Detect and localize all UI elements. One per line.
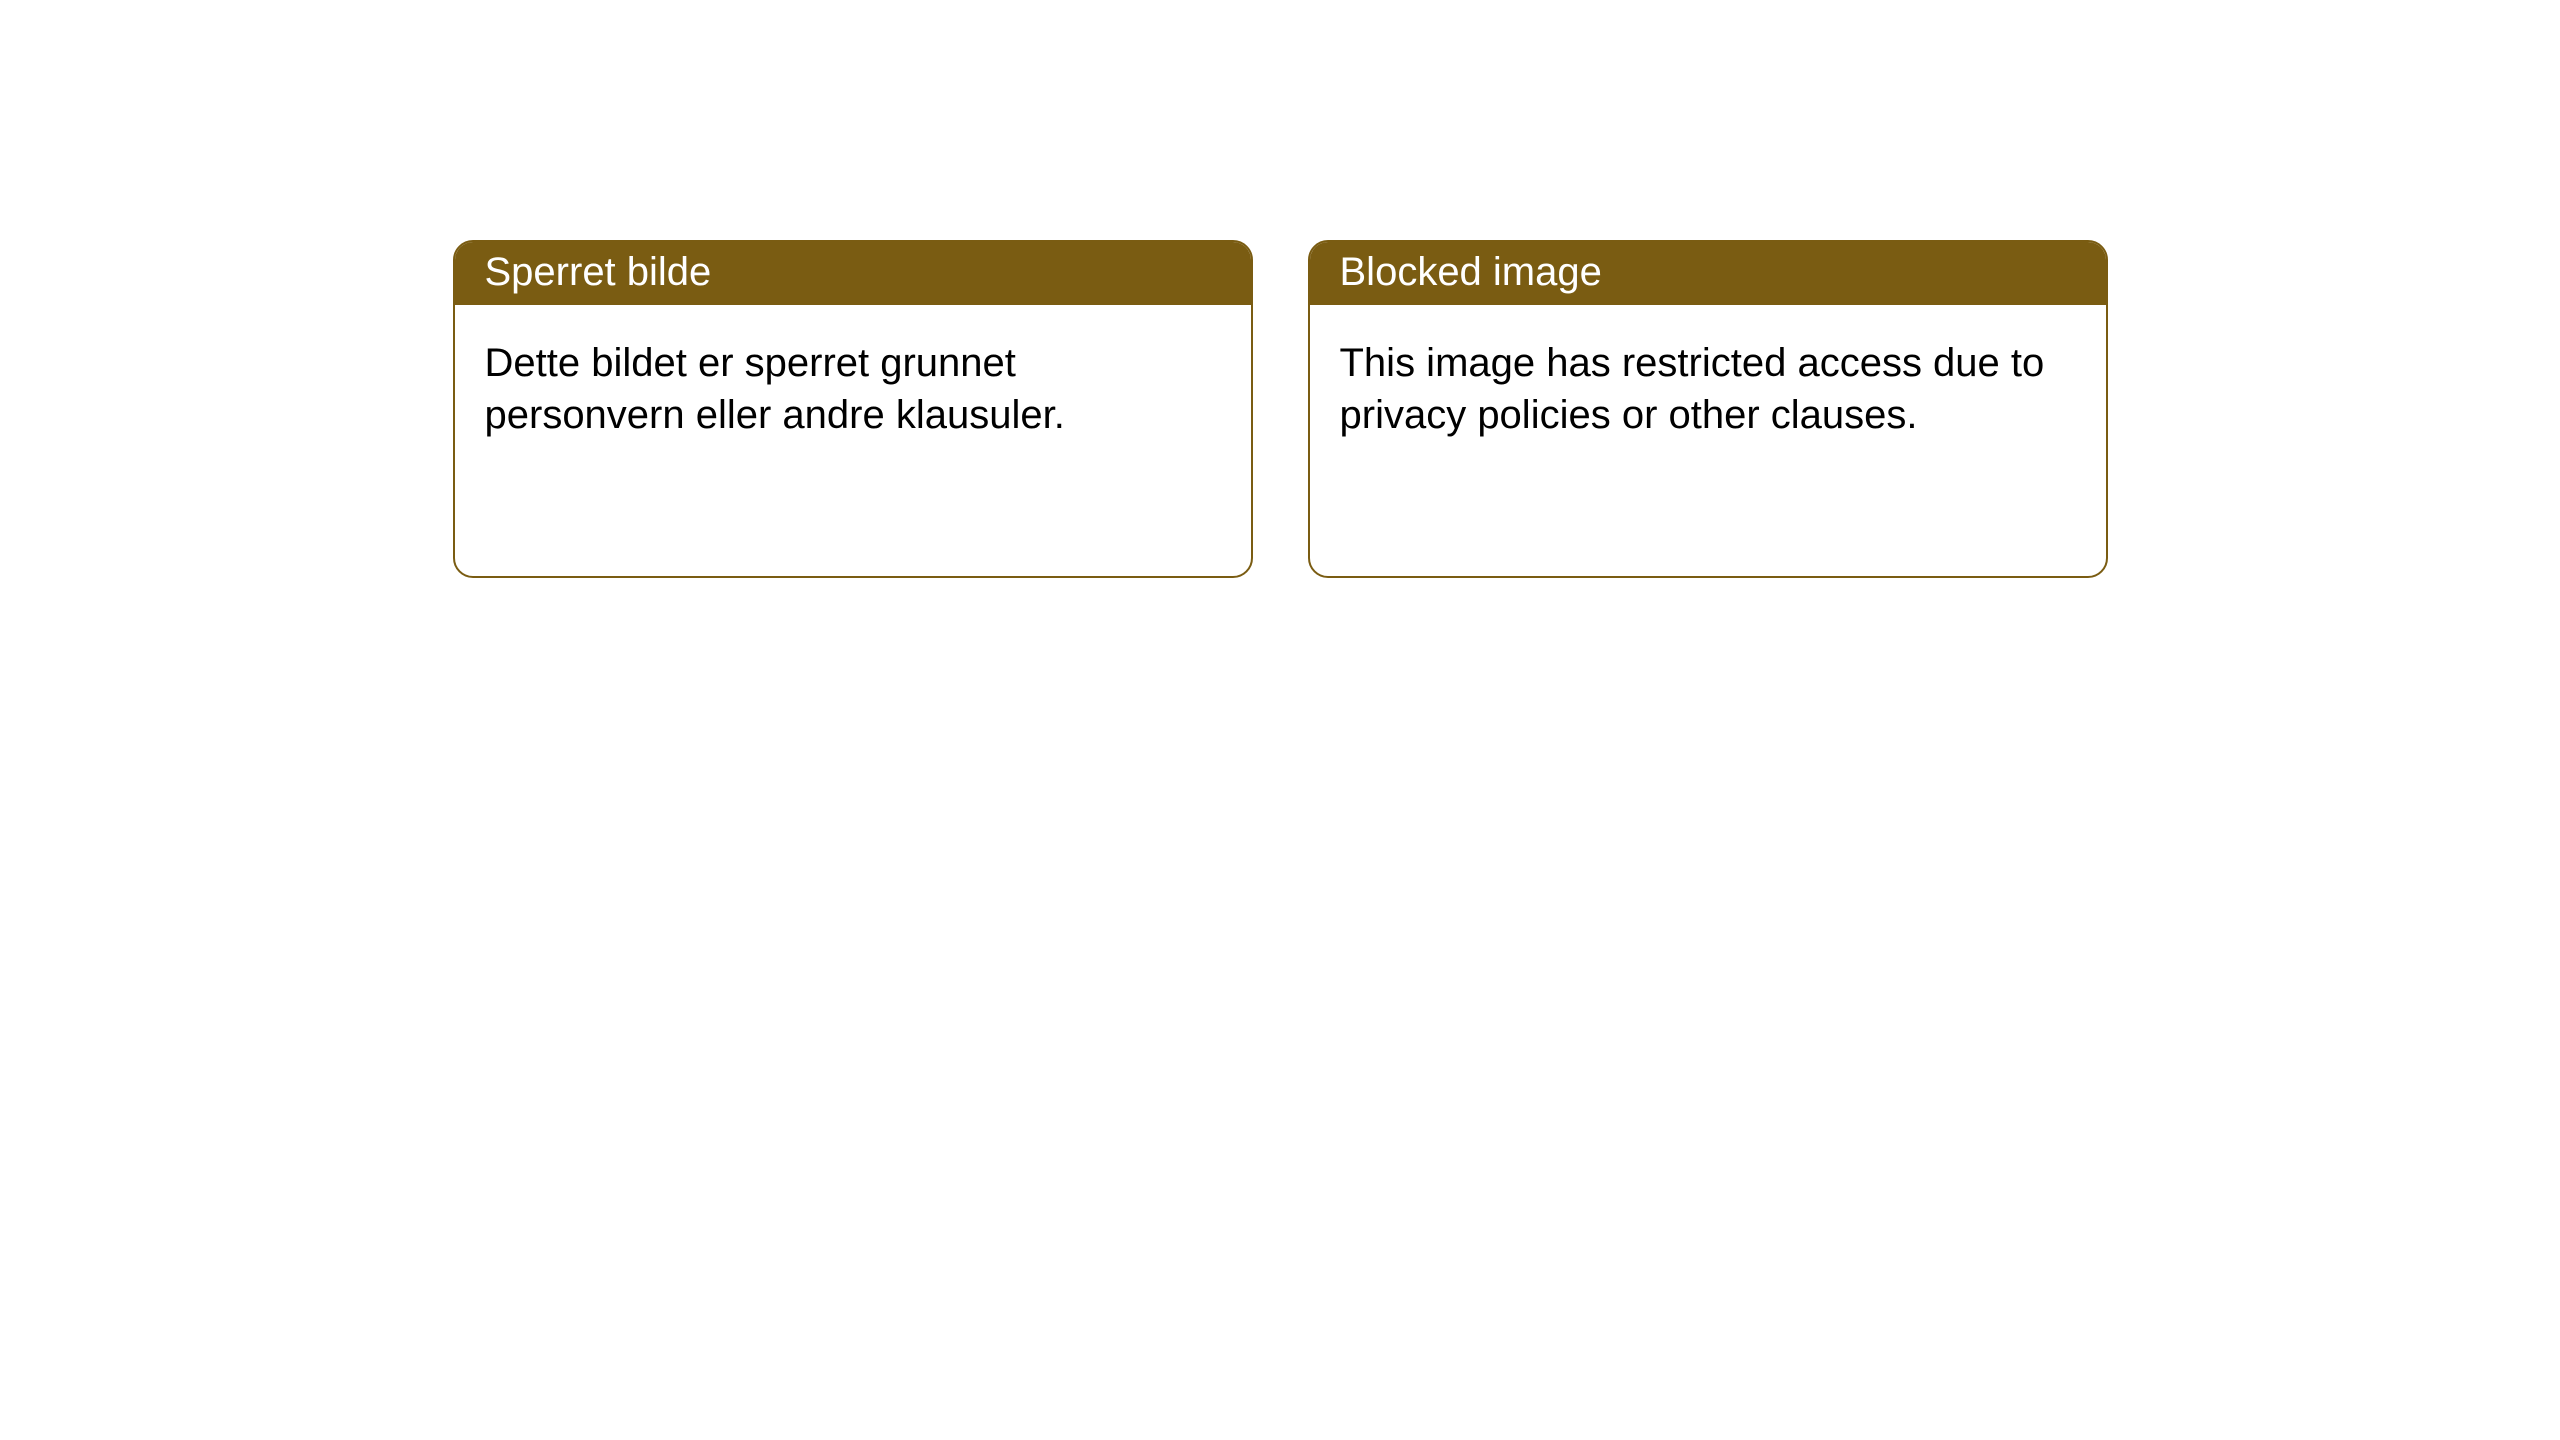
notice-cards-row: Sperret bilde Dette bildet er sperret gr…: [0, 0, 2560, 578]
blocked-image-card-en: Blocked image This image has restricted …: [1308, 240, 2108, 578]
card-title-no: Sperret bilde: [455, 242, 1251, 305]
blocked-image-card-no: Sperret bilde Dette bildet er sperret gr…: [453, 240, 1253, 578]
card-body-no: Dette bildet er sperret grunnet personve…: [455, 305, 1251, 473]
card-title-en: Blocked image: [1310, 242, 2106, 305]
card-body-en: This image has restricted access due to …: [1310, 305, 2106, 473]
